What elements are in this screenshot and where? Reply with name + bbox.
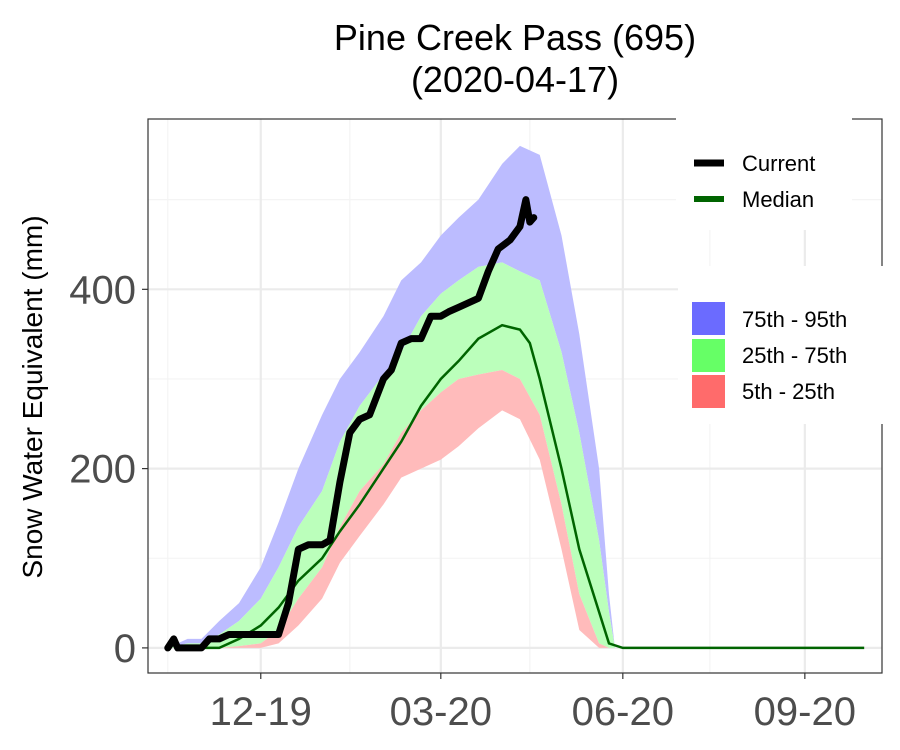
chart-title-line-1: Pine Creek Pass (695) xyxy=(334,17,696,58)
legend-5-25-label: 5th - 25th xyxy=(742,379,835,404)
y-axis-label: Snow Water Equivalent (mm) xyxy=(17,215,48,578)
x-axis-ticks: 12-19 03-20 06-20 09-20 xyxy=(210,673,856,734)
band-75th-95th xyxy=(167,145,615,648)
x-tick-label: 12-19 xyxy=(210,690,312,734)
x-tick-label: 06-20 xyxy=(572,690,674,734)
legend-75-95-label: 75th - 95th xyxy=(742,307,847,332)
y-tick-label: 400 xyxy=(69,268,136,312)
legend-25-75-label: 25th - 75th xyxy=(742,343,847,368)
legend-5-25-key xyxy=(692,375,725,408)
percentile-bands xyxy=(167,145,615,648)
chart-title-line-2: (2020-04-17) xyxy=(411,59,619,100)
y-tick-label: 0 xyxy=(114,627,136,671)
legend-75-95-key xyxy=(692,302,725,335)
y-tick-label: 200 xyxy=(69,448,136,492)
median-line xyxy=(177,323,865,650)
y-axis-ticks: 0 200 400 xyxy=(69,268,148,671)
legend-lines-box xyxy=(676,112,852,230)
legend-25-75-key xyxy=(692,339,725,372)
legend-lines: Current Median xyxy=(676,112,852,230)
current-line xyxy=(164,196,538,652)
x-tick-label: 03-20 xyxy=(390,690,492,734)
x-tick-label: 09-20 xyxy=(754,690,856,734)
legend-current-label: Current xyxy=(742,151,815,176)
legend-median-label: Median xyxy=(742,187,814,212)
band-25th-75th xyxy=(167,262,615,648)
legend-bands: 75th - 95th 25th - 75th 5th - 25th xyxy=(678,266,890,424)
